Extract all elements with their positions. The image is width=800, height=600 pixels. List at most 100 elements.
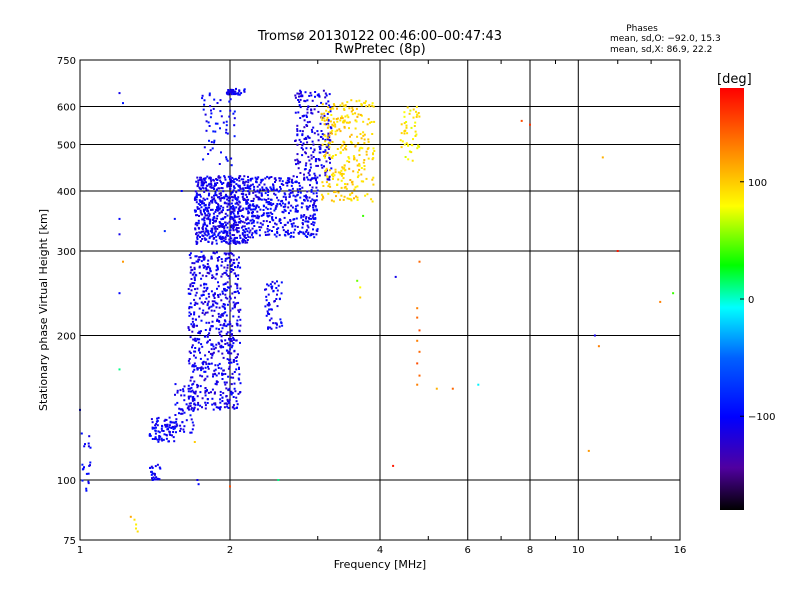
data-point bbox=[220, 223, 223, 226]
data-point bbox=[334, 154, 337, 156]
data-point bbox=[229, 98, 232, 101]
data-point bbox=[267, 203, 270, 206]
data-point bbox=[358, 163, 361, 166]
data-point bbox=[279, 177, 282, 180]
data-point bbox=[226, 398, 229, 401]
data-point bbox=[270, 176, 273, 178]
data-point bbox=[276, 280, 278, 283]
data-point bbox=[215, 202, 218, 204]
data-point bbox=[202, 187, 205, 190]
chart-title: Tromsø 20130122 00:46:00–00:47:43 bbox=[257, 29, 502, 44]
data-point bbox=[212, 293, 215, 296]
data-point bbox=[214, 277, 217, 280]
data-point bbox=[308, 120, 311, 123]
data-point bbox=[222, 232, 225, 234]
data-point bbox=[190, 313, 192, 316]
data-point bbox=[204, 223, 206, 226]
data-point bbox=[218, 192, 221, 195]
data-point bbox=[276, 293, 278, 296]
data-point bbox=[409, 109, 412, 112]
data-point bbox=[191, 383, 194, 386]
data-point bbox=[211, 388, 214, 391]
data-point bbox=[236, 284, 239, 287]
data-point bbox=[245, 218, 248, 221]
data-point bbox=[313, 209, 316, 212]
data-point bbox=[283, 192, 286, 195]
data-point bbox=[221, 327, 224, 330]
data-point bbox=[321, 103, 324, 106]
data-point bbox=[200, 301, 203, 304]
data-point bbox=[362, 120, 365, 123]
data-point bbox=[220, 335, 223, 338]
data-point bbox=[267, 197, 270, 200]
data-point bbox=[193, 268, 196, 271]
data-point bbox=[216, 264, 219, 267]
data-point bbox=[371, 133, 374, 135]
data-point bbox=[223, 231, 226, 234]
data-point bbox=[291, 181, 294, 184]
data-point bbox=[157, 440, 160, 443]
data-point bbox=[351, 192, 354, 194]
data-point bbox=[280, 183, 283, 185]
data-point bbox=[189, 283, 192, 286]
data-point bbox=[216, 182, 219, 184]
data-point bbox=[198, 207, 201, 210]
data-point bbox=[416, 316, 419, 319]
data-point bbox=[154, 465, 157, 468]
data-point bbox=[198, 215, 200, 217]
data-point bbox=[225, 289, 228, 292]
data-point bbox=[275, 223, 278, 226]
data-point bbox=[227, 275, 230, 277]
data-point bbox=[320, 112, 323, 115]
data-point bbox=[169, 434, 172, 436]
data-point bbox=[295, 205, 297, 208]
data-point bbox=[343, 169, 346, 172]
data-point bbox=[230, 164, 233, 167]
data-point bbox=[85, 487, 88, 490]
data-point bbox=[265, 220, 268, 223]
data-point bbox=[326, 138, 329, 141]
data-point bbox=[271, 213, 274, 215]
data-point bbox=[237, 261, 240, 264]
data-point bbox=[194, 339, 197, 342]
data-point bbox=[203, 198, 206, 201]
data-point bbox=[301, 115, 304, 118]
data-point bbox=[266, 194, 269, 197]
data-point bbox=[341, 172, 343, 175]
data-point bbox=[191, 421, 194, 424]
data-point bbox=[330, 199, 333, 202]
data-point bbox=[326, 178, 329, 181]
data-point bbox=[323, 112, 326, 115]
data-point bbox=[135, 523, 138, 526]
data-point bbox=[257, 206, 260, 209]
x-tick-label: 4 bbox=[377, 545, 383, 556]
data-point bbox=[220, 330, 223, 333]
data-point bbox=[321, 181, 324, 184]
data-point bbox=[211, 354, 214, 357]
data-point bbox=[228, 115, 231, 118]
data-point bbox=[154, 432, 157, 435]
data-point bbox=[270, 327, 273, 330]
data-point bbox=[237, 203, 240, 206]
data-point bbox=[180, 412, 183, 415]
data-point bbox=[194, 350, 197, 353]
data-point bbox=[351, 109, 354, 111]
data-point bbox=[217, 225, 220, 228]
data-point bbox=[226, 185, 229, 188]
data-point bbox=[275, 216, 277, 219]
data-point bbox=[234, 290, 237, 293]
data-point bbox=[246, 230, 249, 233]
data-point bbox=[201, 406, 203, 409]
data-point bbox=[196, 395, 199, 398]
data-point bbox=[209, 178, 212, 181]
data-point bbox=[201, 94, 204, 97]
data-point bbox=[252, 214, 255, 217]
data-point bbox=[299, 172, 302, 174]
data-point bbox=[173, 440, 176, 443]
data-point bbox=[225, 273, 228, 276]
data-point bbox=[248, 186, 251, 189]
data-point bbox=[340, 169, 343, 172]
data-point bbox=[219, 345, 222, 348]
data-point bbox=[230, 264, 233, 267]
